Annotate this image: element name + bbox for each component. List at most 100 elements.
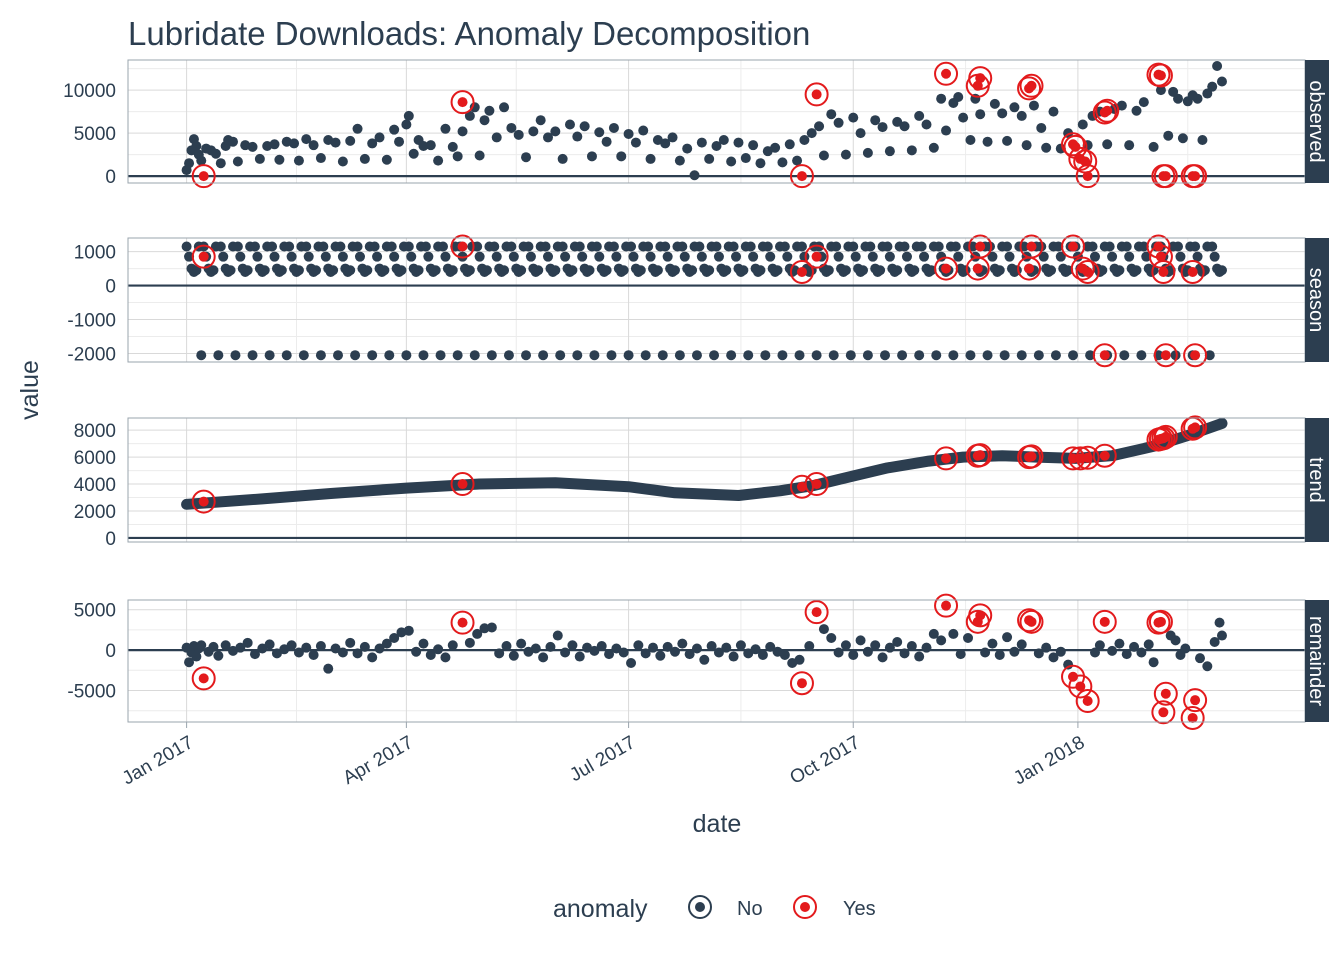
data-point	[770, 142, 781, 153]
anomaly-ring	[1061, 132, 1086, 157]
data-point	[594, 251, 605, 262]
data-point	[1055, 646, 1066, 657]
legend-label-no: No	[737, 898, 763, 920]
x-tick-label: Apr 2017	[340, 732, 417, 789]
data-point	[489, 241, 500, 252]
data-point	[286, 640, 297, 651]
data-point	[464, 265, 475, 276]
anomaly-point	[1187, 712, 1198, 723]
data-point	[818, 150, 829, 161]
data-point	[1089, 251, 1100, 262]
anomaly-ring	[1095, 98, 1120, 123]
data-point	[626, 658, 637, 669]
data-point	[1194, 653, 1205, 664]
data-point	[579, 121, 590, 132]
data-point	[1216, 76, 1227, 87]
data-point	[1155, 85, 1166, 96]
anomaly-point	[1158, 707, 1169, 718]
data-point	[286, 251, 297, 262]
anomaly-ring	[1092, 443, 1117, 468]
data-point	[589, 350, 600, 361]
data-point	[1173, 241, 1184, 252]
data-point	[486, 350, 497, 361]
data-point	[491, 132, 502, 143]
data-point	[833, 647, 844, 658]
data-point	[367, 138, 378, 149]
data-point	[711, 141, 722, 152]
data-point	[1138, 241, 1149, 252]
data-point	[1129, 641, 1140, 652]
season-anomalies	[191, 234, 1208, 368]
data-point	[184, 158, 195, 169]
data-point	[191, 141, 202, 152]
data-point	[931, 350, 942, 361]
anomaly-point	[1099, 350, 1110, 361]
anomaly-point	[1155, 251, 1166, 262]
anomaly-ring	[1092, 609, 1117, 634]
data-point	[684, 649, 695, 660]
data-point	[1119, 350, 1130, 361]
data-point	[1033, 350, 1044, 361]
data-point	[1141, 251, 1152, 262]
data-point	[1107, 645, 1118, 656]
data-point	[928, 142, 939, 153]
data-point	[1180, 643, 1191, 654]
data-point	[921, 642, 932, 653]
data-point	[840, 265, 851, 276]
anomaly-point	[1190, 422, 1201, 433]
legend-no-dot	[695, 902, 705, 912]
data-point	[733, 137, 744, 148]
data-point	[596, 641, 607, 652]
data-point	[315, 350, 326, 361]
anomaly-point	[941, 453, 952, 464]
anomaly-point	[796, 481, 807, 492]
data-point	[779, 649, 790, 660]
anomaly-ring	[1019, 609, 1044, 634]
anomaly-point	[1026, 451, 1037, 462]
data-point	[828, 350, 839, 361]
data-point	[208, 641, 219, 652]
data-point	[948, 350, 959, 361]
data-point	[879, 350, 890, 361]
y-tick-label: 4000	[74, 475, 116, 496]
anomaly-ring	[191, 164, 216, 189]
anomaly-ring	[450, 610, 475, 635]
anomaly-ring	[968, 603, 993, 628]
data-point	[1192, 93, 1203, 104]
data-point	[955, 649, 966, 660]
anomaly-point	[941, 600, 952, 611]
data-point	[1016, 110, 1027, 121]
data-point	[794, 654, 805, 665]
data-point	[543, 251, 554, 262]
data-point	[623, 128, 634, 139]
data-point	[564, 119, 575, 130]
y-tick-label: 0	[105, 529, 116, 550]
data-point	[401, 350, 412, 361]
anomaly-point	[1190, 350, 1201, 361]
anomaly-point	[1190, 171, 1201, 182]
anomaly-point	[1026, 80, 1037, 91]
anomaly-point	[811, 89, 822, 100]
data-point	[987, 638, 998, 649]
data-point	[293, 265, 304, 276]
data-point	[374, 643, 385, 654]
data-point	[779, 241, 790, 252]
data-point	[611, 643, 622, 654]
data-point	[862, 646, 873, 657]
data-point	[674, 350, 685, 361]
data-point	[408, 148, 419, 159]
data-point	[479, 115, 490, 126]
panel-border	[127, 599, 1306, 723]
data-point	[731, 251, 742, 262]
data-point	[567, 265, 578, 276]
data-point	[1094, 640, 1105, 651]
data-point	[1009, 646, 1020, 657]
data-point	[311, 265, 322, 276]
data-point	[696, 251, 707, 262]
x-tick-label: Jul 2017	[566, 732, 639, 786]
data-point	[381, 154, 392, 165]
data-point	[479, 623, 490, 634]
anomaly-point	[1068, 671, 1079, 682]
anomaly-ring	[1183, 164, 1208, 189]
anomaly-ring	[1148, 63, 1173, 88]
